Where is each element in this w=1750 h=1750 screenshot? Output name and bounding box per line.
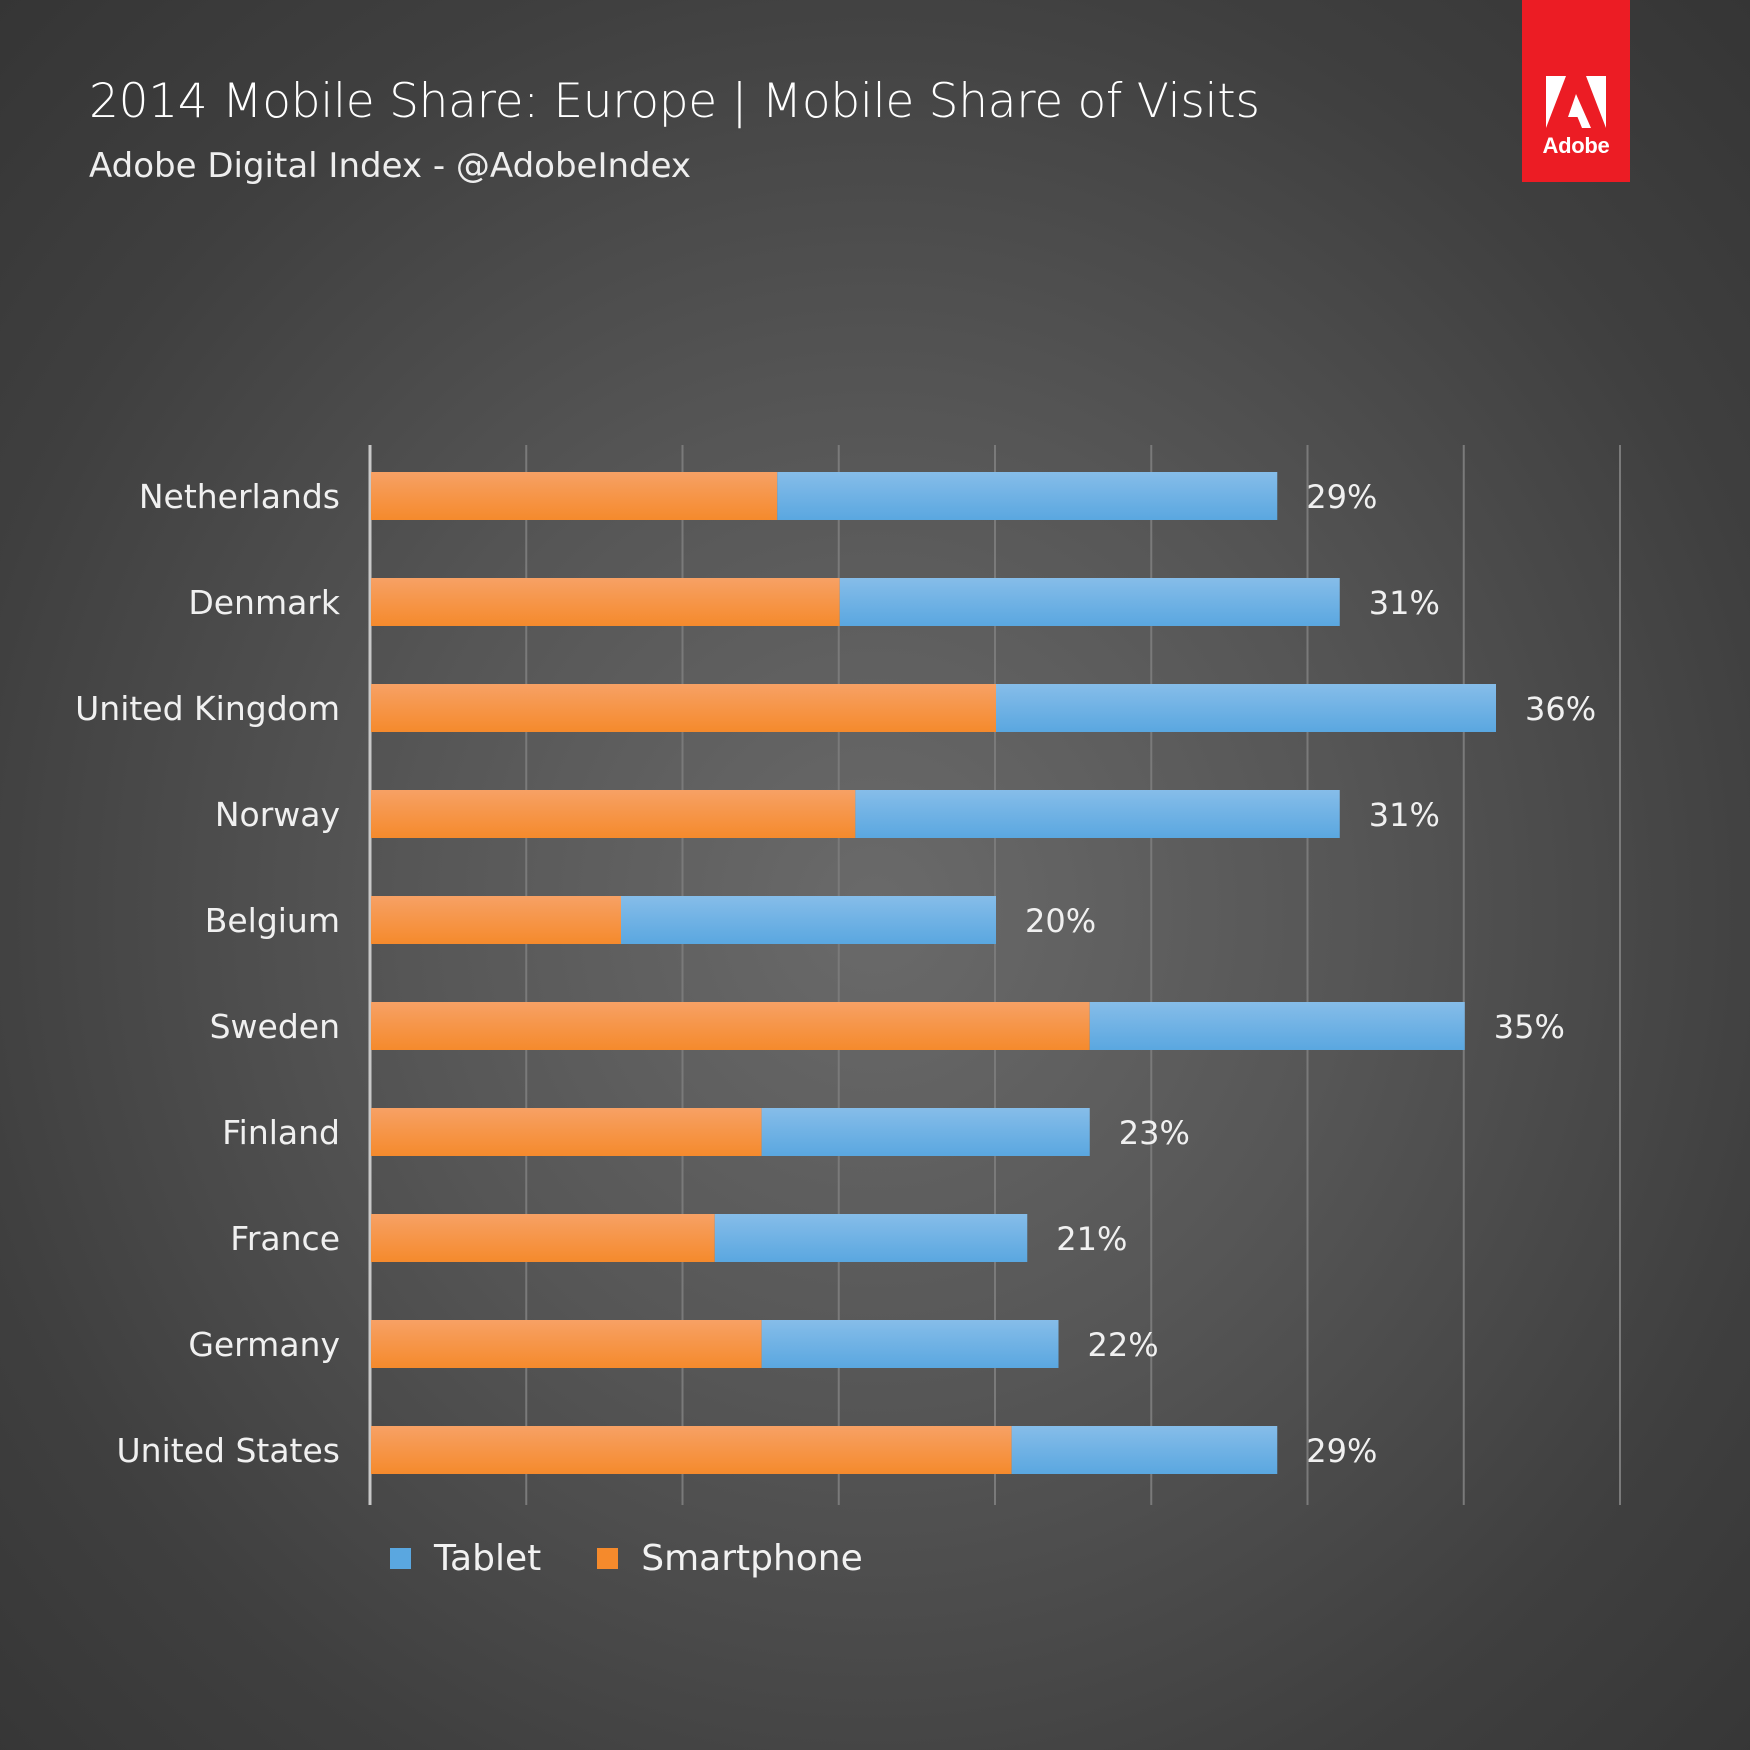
- data-label: 22%: [1088, 1326, 1159, 1364]
- category-label: Denmark: [188, 583, 341, 622]
- bar-tablet: [1089, 1002, 1465, 1050]
- data-label: 31%: [1369, 796, 1440, 834]
- category-label: Belgium: [205, 901, 340, 940]
- bar-tablet: [714, 1214, 1028, 1262]
- bar-smartphone: [371, 684, 996, 732]
- category-label: Sweden: [210, 1007, 340, 1046]
- data-label: 20%: [1025, 902, 1096, 940]
- legend-item-smartphone: Smartphone: [597, 1538, 863, 1579]
- category-label: Germany: [188, 1325, 340, 1364]
- bar-smartphone: [371, 790, 856, 838]
- bar-chart: Netherlands 29% Denmark 31% United Kingdom 36…: [75, 445, 1621, 1505]
- bar-tablet: [777, 472, 1278, 520]
- legend-swatch-smartphone: [597, 1548, 619, 1569]
- category-label: United Kingdom: [75, 689, 340, 728]
- data-label: 29%: [1306, 478, 1377, 516]
- data-label: 21%: [1056, 1220, 1127, 1258]
- chart-legend: Tablet Smartphone: [390, 1538, 919, 1579]
- bar-smartphone: [371, 896, 621, 944]
- chart-title: 2014 Mobile Share: Europe | Mobile Share…: [89, 74, 1260, 129]
- bar-tablet: [1011, 1426, 1278, 1474]
- bar-smartphone: [371, 472, 778, 520]
- category-label: United States: [117, 1431, 340, 1470]
- bar-smartphone: [371, 1320, 762, 1368]
- data-label: 29%: [1306, 1432, 1377, 1470]
- bar-tablet: [621, 896, 996, 944]
- category-label: France: [230, 1219, 340, 1258]
- legend-label-tablet: Tablet: [434, 1538, 542, 1579]
- bar-smartphone: [371, 1002, 1090, 1050]
- bar-smartphone: [371, 1426, 1012, 1474]
- bar-smartphone: [371, 578, 840, 626]
- data-label: 31%: [1369, 584, 1440, 622]
- adobe-a-icon: [1546, 76, 1606, 128]
- category-label: Netherlands: [139, 477, 340, 516]
- adobe-logo: Adobe: [1522, 0, 1630, 182]
- legend-item-tablet: Tablet: [390, 1538, 541, 1579]
- data-label: 35%: [1494, 1008, 1565, 1046]
- bar-tablet: [761, 1320, 1059, 1368]
- legend-swatch-tablet: [390, 1548, 411, 1569]
- category-label: Finland: [222, 1113, 340, 1152]
- bar-tablet: [839, 578, 1340, 626]
- bar-tablet: [855, 790, 1340, 838]
- legend-label-smartphone: Smartphone: [641, 1538, 863, 1579]
- bar-tablet: [996, 684, 1496, 732]
- bar-tablet: [761, 1108, 1090, 1156]
- adobe-logo-text: Adobe: [1542, 133, 1610, 158]
- data-label: 36%: [1525, 690, 1596, 728]
- chart-subtitle: Adobe Digital Index - @AdobeIndex: [89, 146, 692, 186]
- category-label: Norway: [215, 795, 340, 834]
- bar-smartphone: [371, 1214, 715, 1262]
- bar-smartphone: [371, 1108, 762, 1156]
- data-label: 23%: [1119, 1114, 1190, 1152]
